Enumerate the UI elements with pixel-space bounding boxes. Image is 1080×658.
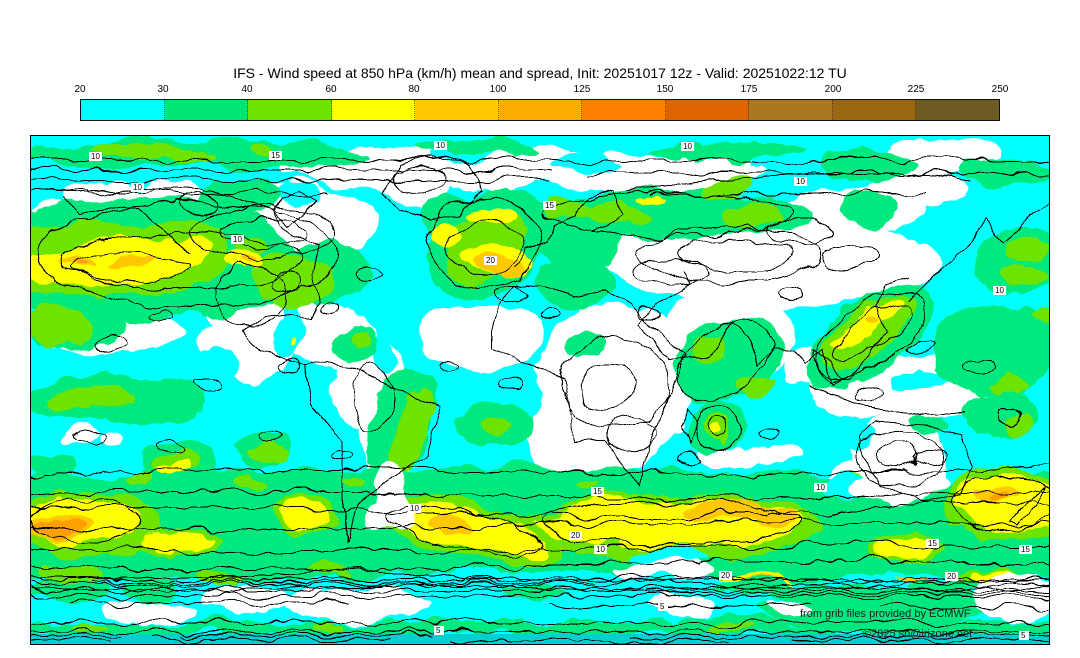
svg-text:10: 10 (233, 235, 242, 244)
svg-text:5: 5 (1021, 631, 1026, 640)
svg-text:10: 10 (683, 142, 692, 151)
svg-text:10: 10 (410, 504, 419, 513)
svg-text:15: 15 (545, 201, 554, 210)
svg-text:10: 10 (816, 483, 825, 492)
svg-text:10: 10 (796, 177, 805, 186)
svg-text:10: 10 (91, 152, 100, 161)
svg-text:15: 15 (928, 539, 937, 548)
svg-text:5: 5 (436, 626, 441, 635)
svg-text:15: 15 (271, 151, 280, 160)
svg-text:20: 20 (947, 572, 956, 581)
svg-text:10: 10 (133, 183, 142, 192)
svg-text:20: 20 (721, 571, 730, 580)
svg-text:15: 15 (593, 487, 602, 496)
svg-text:20: 20 (486, 256, 495, 265)
svg-text:10: 10 (596, 545, 605, 554)
svg-text:5: 5 (660, 602, 665, 611)
svg-text:10: 10 (995, 286, 1004, 295)
svg-text:20: 20 (571, 531, 580, 540)
svg-text:15: 15 (1021, 545, 1030, 554)
svg-text:10: 10 (436, 141, 445, 150)
